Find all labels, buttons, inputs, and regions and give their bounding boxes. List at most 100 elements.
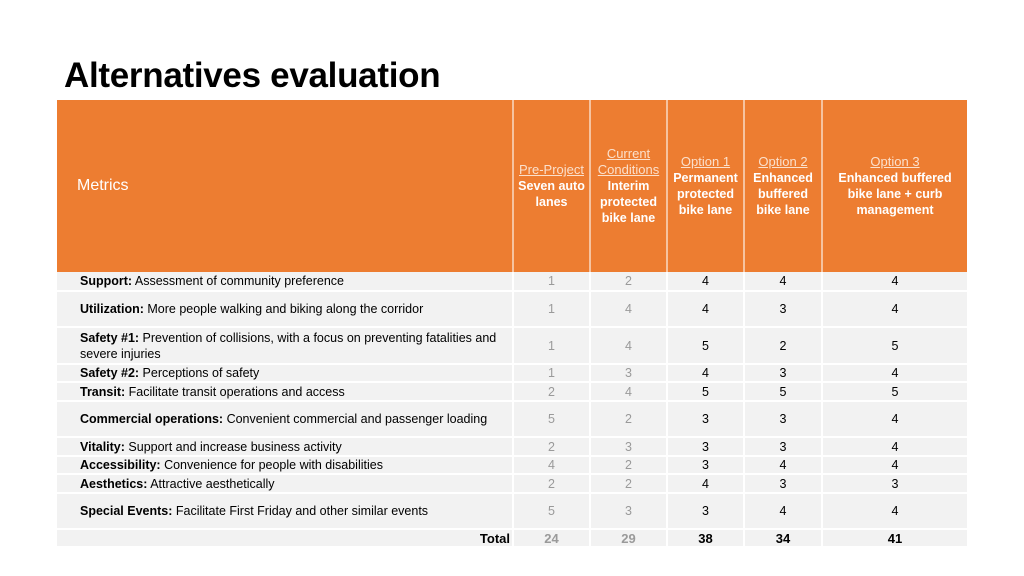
metric-cell: Transit: Facilitate transit operations a… xyxy=(57,382,513,402)
score-cell: 1 xyxy=(512,364,590,383)
table-row: Accessibility: Convenience for people wi… xyxy=(57,456,967,475)
column-header-0: Pre-Project Seven auto lanes xyxy=(512,100,590,272)
column-header-4: Option 3 Enhanced buffered bike lane + cu… xyxy=(821,100,967,272)
metric-name: Utilization: xyxy=(80,302,144,316)
total-value: 34 xyxy=(743,528,822,548)
metric-name: Support: xyxy=(80,274,133,288)
metric-name: Safety #2: xyxy=(80,366,140,380)
metric-description: More people walking and biking along the… xyxy=(147,302,424,316)
metric-description: Convenience for people with disabilities xyxy=(164,458,383,472)
score-cell: 3 xyxy=(743,364,822,383)
metric-description: Facilitate transit operations and access xyxy=(128,384,345,399)
page-title: Alternatives evaluation xyxy=(64,56,441,95)
metric-description: Convenient commercial and passenger load… xyxy=(226,412,488,426)
metric-description: Support and increase business activity xyxy=(128,439,342,454)
score-cell: 5 xyxy=(821,382,967,402)
table-row: Safety #1: Prevention of collisions, wit… xyxy=(57,327,967,365)
metrics-header: Metrics xyxy=(57,100,513,272)
score-cell: 5 xyxy=(743,382,822,402)
table-row: Safety #2: Perceptions of safety 1 3 4 3 4 xyxy=(57,364,967,383)
score-cell: 4 xyxy=(589,291,667,328)
score-cell: 4 xyxy=(589,327,667,365)
column-header-2: Option 1 Permanent protected bike lane xyxy=(666,100,744,272)
metric-name: Transit: xyxy=(80,384,126,399)
score-cell: 3 xyxy=(666,493,744,530)
total-value: 24 xyxy=(512,528,590,548)
score-cell: 3 xyxy=(743,474,822,494)
metric-cell: Support: Assessment of community prefere… xyxy=(57,272,513,292)
total-label: Total xyxy=(57,528,513,548)
score-cell: 4 xyxy=(821,401,967,438)
score-cell: 3 xyxy=(589,437,667,457)
score-cell: 3 xyxy=(666,401,744,438)
metric-description: Facilitate First Friday and other simila… xyxy=(175,504,429,518)
option-description: Interim protected bike lane xyxy=(600,179,657,225)
metric-name: Aesthetics: xyxy=(80,476,148,491)
metric-cell: Commercial operations: Convenient commer… xyxy=(57,401,513,438)
metric-description: Perceptions of safety xyxy=(142,366,260,380)
score-cell: 3 xyxy=(589,364,667,383)
score-cell: 3 xyxy=(743,437,822,457)
score-cell: 4 xyxy=(666,291,744,328)
score-cell: 4 xyxy=(821,272,967,292)
score-cell: 5 xyxy=(512,401,590,438)
score-cell: 2 xyxy=(512,382,590,402)
header-row: Metrics Pre-Project Seven auto lanes Curre… xyxy=(57,100,967,272)
metric-name: Special Events: xyxy=(80,504,173,518)
score-cell: 4 xyxy=(821,493,967,530)
score-cell: 4 xyxy=(743,456,822,475)
evaluation-table: Metrics Pre-Project Seven auto lanes Curre… xyxy=(57,100,967,548)
score-cell: 5 xyxy=(512,493,590,530)
score-cell: 2 xyxy=(743,327,822,365)
score-cell: 4 xyxy=(512,456,590,475)
table-row: Special Events: Facilitate First Friday … xyxy=(57,493,967,530)
score-cell: 1 xyxy=(512,291,590,328)
metric-cell: Vitality: Support and increase business … xyxy=(57,437,513,457)
metric-name: Accessibility: xyxy=(80,458,161,472)
metric-name: Safety #1: xyxy=(80,330,140,345)
column-header-1: Current Conditions Interim protected bike… xyxy=(589,100,667,272)
metric-description: Assessment of community preference xyxy=(134,274,344,288)
metric-cell: Aesthetics: Attractive aesthetically xyxy=(57,474,513,494)
score-cell: 5 xyxy=(666,327,744,365)
option-label: Pre-Project xyxy=(518,162,585,177)
score-cell: 3 xyxy=(743,401,822,438)
metric-cell: Utilization: More people walking and bik… xyxy=(57,291,513,328)
total-value: 41 xyxy=(821,528,967,548)
table-row: Aesthetics: Attractive aesthetically 2 2 4 3… xyxy=(57,474,967,494)
score-cell: 3 xyxy=(666,437,744,457)
option-label: Option 1 xyxy=(680,154,731,169)
score-cell: 2 xyxy=(512,437,590,457)
score-cell: 2 xyxy=(512,474,590,494)
metric-description: Attractive aesthetically xyxy=(150,476,275,491)
score-cell: 4 xyxy=(821,437,967,457)
score-cell: 5 xyxy=(821,327,967,365)
score-cell: 2 xyxy=(589,456,667,475)
metric-description: Prevention of collisions, with a focus o… xyxy=(80,330,497,361)
score-cell: 3 xyxy=(743,291,822,328)
option-label: Option 2 xyxy=(758,154,808,169)
score-cell: 4 xyxy=(821,456,967,475)
score-cell: 4 xyxy=(743,493,822,530)
score-cell: 4 xyxy=(666,474,744,494)
score-cell: 2 xyxy=(589,401,667,438)
score-cell: 4 xyxy=(666,272,744,292)
option-description: Seven auto lanes xyxy=(518,179,585,209)
score-cell: 3 xyxy=(666,456,744,475)
score-cell: 3 xyxy=(589,493,667,530)
score-cell: 4 xyxy=(743,272,822,292)
table-row: Vitality: Support and increase business … xyxy=(57,437,967,457)
total-value: 38 xyxy=(666,528,744,548)
score-cell: 5 xyxy=(666,382,744,402)
total-value: 29 xyxy=(589,528,667,548)
column-header-3: Option 2 Enhanced buffered bike lane xyxy=(743,100,822,272)
score-cell: 2 xyxy=(589,474,667,494)
table-row: Commercial operations: Convenient commer… xyxy=(57,401,967,438)
option-description: Permanent protected bike lane xyxy=(673,171,738,217)
table-row: Support: Assessment of community prefere… xyxy=(57,272,967,292)
metric-cell: Accessibility: Convenience for people wi… xyxy=(57,456,513,475)
option-label: Current Conditions xyxy=(597,146,660,177)
score-cell: 3 xyxy=(821,474,967,494)
score-cell: 4 xyxy=(666,364,744,383)
metric-cell: Safety #2: Perceptions of safety xyxy=(57,364,513,383)
